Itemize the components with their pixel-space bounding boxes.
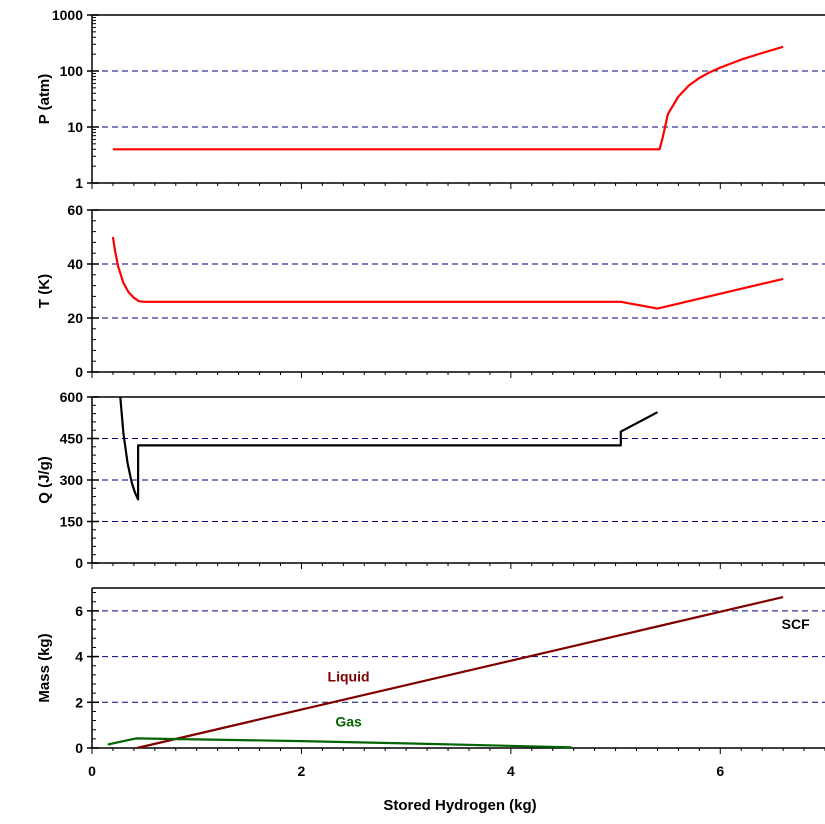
annotation-liquid: Liquid bbox=[328, 669, 370, 685]
y-tick-label: 0 bbox=[75, 740, 83, 756]
annotation-scf: SCF bbox=[782, 616, 810, 632]
series-line-1 bbox=[119, 396, 659, 501]
chart-panel-3: 0 150 300 450 600 Q (J/g) bbox=[36, 389, 825, 571]
y-tick-label: 20 bbox=[67, 310, 83, 326]
chart-panel-4: 0 2 4 6 Mass (kg) 0 2 4 6 SCF Liquid Gas bbox=[36, 587, 825, 779]
series-line-gas bbox=[107, 737, 572, 749]
y-tick-label: 0 bbox=[75, 555, 83, 571]
y-tick-label: 10 bbox=[67, 119, 83, 135]
y-tick-label: 60 bbox=[67, 202, 83, 218]
chart-panel-2: 0 20 40 60 T (K) bbox=[36, 202, 825, 380]
y-tick-label: 0 bbox=[75, 364, 83, 380]
y-tick-label: 300 bbox=[60, 472, 84, 488]
y-tick-label: 6 bbox=[75, 603, 83, 619]
y-tick-label: 40 bbox=[67, 256, 83, 272]
x-tick-label: 0 bbox=[88, 763, 96, 779]
y-tick-label: 150 bbox=[60, 514, 84, 530]
chart-panel-1: 1 10 100 1000 P (atm) bbox=[36, 7, 825, 191]
y-tick-label: 1000 bbox=[52, 7, 83, 23]
x-axis-title: Stored Hydrogen (kg) bbox=[383, 797, 536, 814]
y-axis-title: Q (J/g) bbox=[36, 456, 53, 504]
series-line-1 bbox=[112, 45, 784, 151]
y-axis-title: Mass (kg) bbox=[36, 633, 53, 702]
y-axis-title: T (K) bbox=[36, 274, 53, 308]
y-tick-label: 450 bbox=[60, 431, 84, 447]
x-tick-label: 6 bbox=[716, 763, 724, 779]
y-tick-label: 600 bbox=[60, 389, 84, 405]
x-tick-label: 4 bbox=[507, 763, 515, 779]
annotation-gas: Gas bbox=[335, 713, 362, 729]
y-tick-label: 4 bbox=[75, 649, 83, 665]
series-line-liquid bbox=[136, 596, 784, 750]
y-axis-title: P (atm) bbox=[36, 74, 53, 125]
y-tick-label: 2 bbox=[75, 694, 83, 710]
x-tick-label: 2 bbox=[298, 763, 306, 779]
y-tick-label: 100 bbox=[60, 63, 84, 79]
series-line-1 bbox=[111, 236, 784, 310]
y-tick-label: 1 bbox=[75, 175, 83, 191]
